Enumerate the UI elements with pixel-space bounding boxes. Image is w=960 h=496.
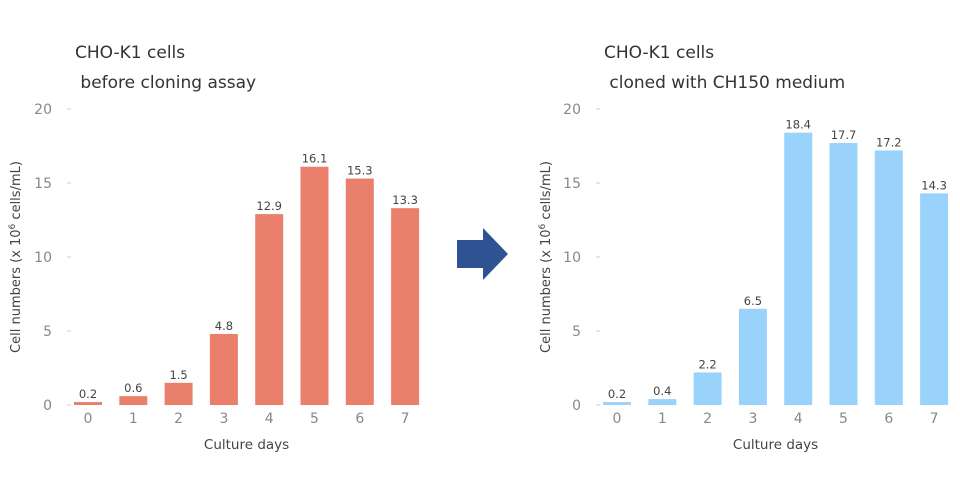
bar	[784, 132, 813, 405]
right-chart-title: CHO-K1 cells	[604, 43, 715, 63]
x-tick-label: 0	[613, 411, 622, 427]
data-label: 0.4	[653, 384, 671, 398]
x-tick-label: 3	[219, 411, 228, 427]
data-label: 6.5	[744, 294, 762, 308]
data-label: 12.9	[256, 199, 282, 213]
data-label: 13.3	[392, 193, 418, 207]
bar	[829, 143, 858, 406]
bar	[693, 372, 722, 405]
y-axis-label: Cell numbers (x 106 cells/mL)	[538, 161, 554, 353]
data-label: 18.4	[785, 118, 811, 132]
data-label: 14.3	[921, 178, 947, 192]
x-tick-label: 5	[839, 411, 848, 427]
data-label: 4.8	[215, 319, 233, 333]
y-tick-label: 10	[563, 250, 581, 266]
left-chart-subtitle: before cloning assay	[75, 73, 257, 93]
bar	[874, 150, 903, 405]
data-label: 17.7	[831, 128, 857, 142]
x-tick-label: 1	[658, 411, 667, 427]
data-label: 16.1	[302, 152, 328, 166]
x-tick-label: 2	[174, 411, 183, 427]
right-chart-subtitle: cloned with CH150 medium	[604, 73, 846, 93]
data-label: 17.2	[876, 135, 902, 149]
data-label: 0.6	[124, 381, 142, 395]
y-tick-label: 0	[43, 398, 52, 414]
x-tick-label: 1	[129, 411, 138, 427]
bar	[74, 402, 102, 405]
x-tick-label: 4	[265, 411, 274, 427]
x-axis-label: Culture days	[733, 437, 818, 453]
y-tick-label: 20	[34, 102, 52, 118]
y-tick-label: 20	[563, 102, 581, 118]
data-label: 0.2	[79, 387, 97, 401]
bar	[164, 382, 193, 405]
x-tick-label: 2	[703, 411, 712, 427]
x-tick-label: 7	[930, 411, 939, 427]
y-tick-label: 5	[43, 324, 52, 340]
bar	[603, 402, 631, 405]
y-axis-label: Cell numbers (x 106 cells/mL)	[8, 161, 24, 353]
data-label: 15.3	[347, 164, 373, 178]
bar	[119, 396, 148, 405]
x-tick-label: 3	[748, 411, 757, 427]
x-tick-label: 0	[84, 411, 93, 427]
left-chart-title: CHO-K1 cells	[75, 43, 186, 63]
x-tick-label: 7	[401, 411, 410, 427]
data-label: 0.2	[608, 387, 626, 401]
left-chart: 0 5 10 15 20 0.2 0 0.6 1 1.5 2 4.8 3 12.9 4 16.1 5 15.3 6 1…	[8, 102, 420, 453]
y-tick-label: 5	[572, 324, 581, 340]
bar	[255, 214, 284, 405]
bar	[300, 166, 329, 405]
right-arrow-icon	[457, 228, 508, 280]
y-tick-label: 15	[34, 176, 52, 192]
x-tick-label: 6	[355, 411, 364, 427]
x-axis-label: Culture days	[204, 437, 289, 453]
right-chart: 0 5 10 15 20 0.2 0 0.4 1 2.2 2 6.5 3 18.4 4 17.7 5 17.2 6 1…	[538, 102, 949, 453]
y-tick-label: 10	[34, 250, 52, 266]
bar	[648, 399, 677, 405]
bar	[920, 193, 949, 405]
data-label: 1.5	[169, 368, 187, 382]
x-tick-label: 5	[310, 411, 319, 427]
bar	[345, 178, 374, 405]
data-label: 2.2	[698, 357, 716, 371]
bar	[391, 208, 420, 405]
y-tick-label: 15	[563, 176, 581, 192]
x-tick-label: 4	[794, 411, 803, 427]
bar	[738, 308, 767, 405]
y-tick-label: 0	[572, 398, 581, 414]
bar	[209, 333, 238, 405]
x-tick-label: 6	[884, 411, 893, 427]
